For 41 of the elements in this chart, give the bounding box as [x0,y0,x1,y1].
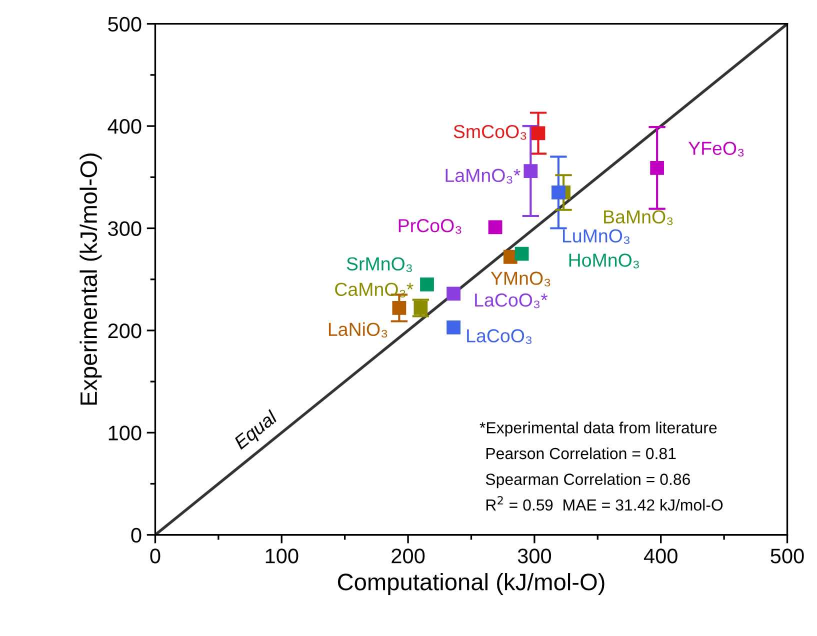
series-label: PrCoO₃ [398,218,462,234]
annotation: *Experimental data from literature [480,422,717,437]
x-tick-label: 100 [266,548,298,564]
point [446,320,460,334]
series-label: LaCoO₃ [467,329,532,344]
y-tick-label: 0 [131,528,142,543]
series-label: SrMnO₃ [346,257,412,272]
point [446,286,460,301]
series-label: LaMnO₃* [446,168,520,184]
annotation: Spearman Correlation = 0.86 [486,473,690,488]
x-tick-label: 400 [644,548,678,564]
series-label: YFeO₃ [688,142,744,157]
point [420,278,434,292]
x-axis-title: Computational (kJ/mol-O) [338,573,604,596]
y-tick-label: 300 [108,221,142,236]
series-label: BaMnO₃ [604,210,673,226]
point [392,301,406,315]
point [531,126,546,140]
annotation: Pearson Correlation = 0.81 [486,447,676,460]
y-axis-title: Experimental (kJ/mol-O) [80,154,102,405]
x-tick-label: 500 [770,548,804,564]
series-label: SmCoO₃ [454,124,526,140]
y-tick-label: 500 [108,16,142,32]
y-tick-label: 400 [108,119,142,134]
series-label: LuMnO₃ [563,229,630,244]
point [650,161,664,175]
x-tick-label: 200 [392,548,425,564]
point [514,246,529,261]
series-label: LaNiO₃ [328,322,388,338]
series-label: LaCoO₃* [475,293,548,308]
series-label: YMnO₃ [490,272,550,286]
point [552,186,566,200]
x-tick-label: 300 [518,548,552,564]
point [488,220,502,234]
annotation: R$^{2}$ = 0.59 MAE = 31.42 kJ/mol-O [486,496,723,511]
x-tick-label: 0 [150,548,160,564]
series-label: CaMnO₃* [335,282,414,298]
y-tick-label: 100 [108,426,142,440]
y-tick-label: 200 [108,323,142,338]
point [524,164,538,178]
text: HoMnO₃ [569,254,639,268]
